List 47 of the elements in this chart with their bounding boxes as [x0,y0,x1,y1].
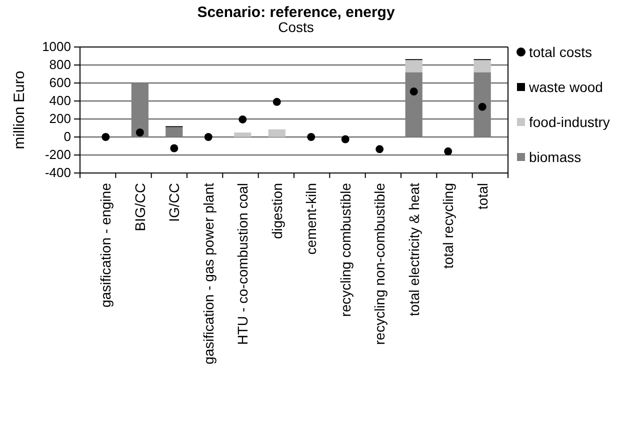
legend-label: waste wood [528,79,603,95]
y-tick-label: 200 [49,111,71,126]
x-tick-label: gasification - gas power plant [200,182,216,364]
x-tick-label: total recycling [440,183,456,269]
x-tick-label: HTU - co-combustion coal [234,183,251,345]
legend-label: total costs [529,44,592,60]
point [238,115,247,124]
y-tick-label: 800 [49,57,71,72]
bar [474,60,491,72]
point [136,128,144,136]
point [376,145,384,154]
legend-label: food-industry [529,114,610,130]
x-tick-label: digestion [268,183,285,240]
bar [268,129,286,137]
point [444,147,452,156]
legend-label: biomass [529,149,582,165]
x-tick-label: cement-kiln [303,183,320,255]
x-tick-label: recycling non-combustible [372,182,388,345]
point [307,133,316,141]
x-tick-label: recycling combustible [337,182,354,317]
point [410,88,418,96]
y-axis-title: million Euro [11,70,28,150]
bar [474,72,491,137]
y-tick-label: 400 [49,93,71,108]
bar [405,72,422,137]
point [272,98,281,106]
y-tick-label: -400 [44,165,71,180]
bar [131,83,148,137]
point [204,133,212,141]
point [478,102,486,111]
y-tick-label: 600 [49,75,71,90]
y-tick-label: 1000 [42,39,71,54]
point [102,133,110,141]
x-tick-label: IG/CC [166,183,182,222]
chart-title: Scenario: reference, energy [197,4,396,21]
x-tick-label: total [474,183,490,210]
bar [405,60,422,72]
bar [166,127,183,137]
chart-subtitle: Costs [278,19,314,35]
point [170,144,178,152]
y-tick-label: -200 [44,147,71,162]
x-tick-label: gasification - engine [98,182,114,308]
y-tick-label: 0 [64,129,71,144]
bar [234,132,252,137]
point [341,135,350,144]
x-tick-label: BIG/CC [132,183,148,232]
x-tick-label: total electricity & heat [406,182,422,316]
